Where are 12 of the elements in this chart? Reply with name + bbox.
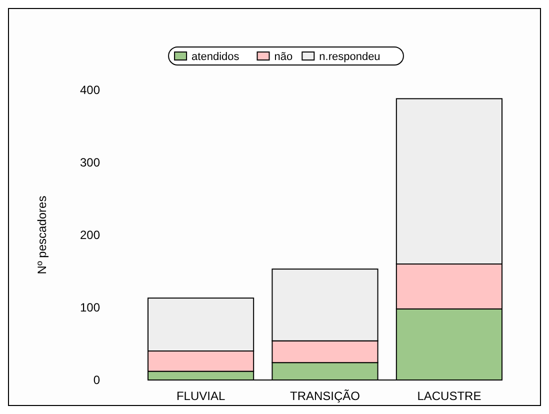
- legend-label: n.respondeu: [319, 50, 380, 63]
- legend-label: não: [274, 50, 293, 63]
- y-tick-label: 300: [80, 156, 100, 170]
- y-tick-label: 200: [80, 228, 100, 242]
- x-tick-label: LACUSTRE: [417, 389, 482, 403]
- legend-label: atendidos: [192, 50, 240, 63]
- y-axis-title: Nº pescadores: [35, 196, 49, 274]
- x-tick-label: TRANSIÇÃO: [290, 389, 360, 403]
- y-tick-label: 100: [80, 300, 100, 315]
- y-tick-label: 0: [93, 373, 100, 388]
- x-tick-label: FLUVIAL: [176, 389, 226, 403]
- y-tick-label: 400: [80, 83, 100, 98]
